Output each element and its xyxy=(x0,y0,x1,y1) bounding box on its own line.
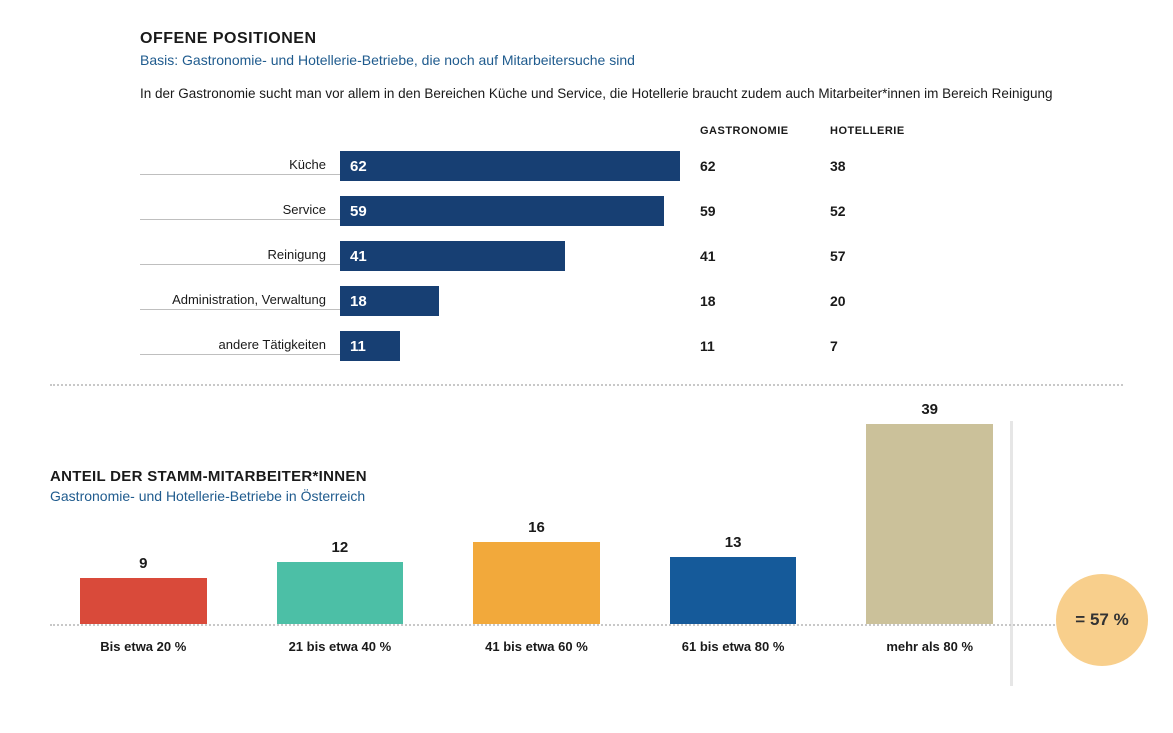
hbar-value-gastronomie: 11 xyxy=(700,338,830,354)
hbar-chart: Küche Service Reinigung Administration, Ver… xyxy=(140,125,1123,376)
hbar-bar: 59 xyxy=(340,196,664,226)
section1-title: OFFENE POSITIONEN xyxy=(140,30,1123,48)
hbar-bar: 18 xyxy=(340,286,439,316)
hbar-value-gastronomie: 62 xyxy=(700,158,830,174)
vbar-value: 9 xyxy=(139,555,147,572)
vbar-bar xyxy=(670,557,797,624)
vbar-label: mehr als 80 % xyxy=(886,639,973,654)
hbar-value-hotellerie: 57 xyxy=(830,248,960,264)
hbar-label: Küche xyxy=(140,157,340,175)
vbar-label: 41 bis etwa 60 % xyxy=(485,639,588,654)
hbar-value-gastronomie: 41 xyxy=(700,248,830,264)
vbar-bar xyxy=(277,562,404,624)
col-header-hotellerie: HOTELLERIE xyxy=(830,125,960,137)
vbar-label: Bis etwa 20 % xyxy=(100,639,186,654)
col-header-gastronomie: GASTRONOMIE xyxy=(700,125,830,137)
vbar-value: 12 xyxy=(332,539,349,556)
hbar-label: andere Tätigkeiten xyxy=(140,337,340,355)
vbar-item: 1641 bis etwa 60 % xyxy=(473,519,600,624)
section-divider xyxy=(50,384,1123,386)
hbar-bar: 62 xyxy=(340,151,680,181)
vbar-item: 39mehr als 80 % xyxy=(866,401,993,624)
vbar-value: 16 xyxy=(528,519,545,536)
vbar-chart: 9Bis etwa 20 % 1221 bis etwa 40 % 1641 bis… xyxy=(50,406,1123,626)
section1-subtitle: Basis: Gastronomie- und Hotellerie-Betri… xyxy=(140,52,1123,68)
vbar-item: 1361 bis etwa 80 % xyxy=(670,534,797,624)
vbar-label: 21 bis etwa 40 % xyxy=(289,639,392,654)
hbar-value-hotellerie: 20 xyxy=(830,293,960,309)
vbar-section: ANTEIL DER STAMM-MITARBEITER*INNEN Gastr… xyxy=(50,406,1123,676)
vbar-bar xyxy=(80,578,207,624)
hbar-column-headers: GASTRONOMIE HOTELLERIE xyxy=(680,125,1123,137)
vbar-value: 13 xyxy=(725,534,742,551)
vbar-label: 61 bis etwa 80 % xyxy=(682,639,785,654)
callout-circle: = 57 % xyxy=(1056,574,1148,666)
hbar-label: Administration, Verwaltung xyxy=(140,292,340,310)
hbar-label: Reinigung xyxy=(140,247,340,265)
vbar-value: 39 xyxy=(921,401,938,418)
hbar-value-hotellerie: 7 xyxy=(830,338,960,354)
hbar-bar: 11 xyxy=(340,331,400,361)
hbar-value-gastronomie: 59 xyxy=(700,203,830,219)
section1-description: In der Gastronomie sucht man vor allem i… xyxy=(140,86,1123,101)
section2-title: ANTEIL DER STAMM-MITARBEITER*INNEN xyxy=(50,468,367,485)
hbar-value-hotellerie: 52 xyxy=(830,203,960,219)
hbar-value-gastronomie: 18 xyxy=(700,293,830,309)
section2-subtitle: Gastronomie- und Hotellerie-Betriebe in … xyxy=(50,488,367,504)
vbar-item: 1221 bis etwa 40 % xyxy=(277,539,404,624)
vbar-bar xyxy=(866,424,993,624)
vbar-bar xyxy=(473,542,600,624)
hbar-label: Service xyxy=(140,202,340,220)
callout-text: = 57 % xyxy=(1075,610,1128,630)
hbar-bar: 41 xyxy=(340,241,565,271)
hbar-value-hotellerie: 38 xyxy=(830,158,960,174)
vbar-item: 9Bis etwa 20 % xyxy=(80,555,207,624)
